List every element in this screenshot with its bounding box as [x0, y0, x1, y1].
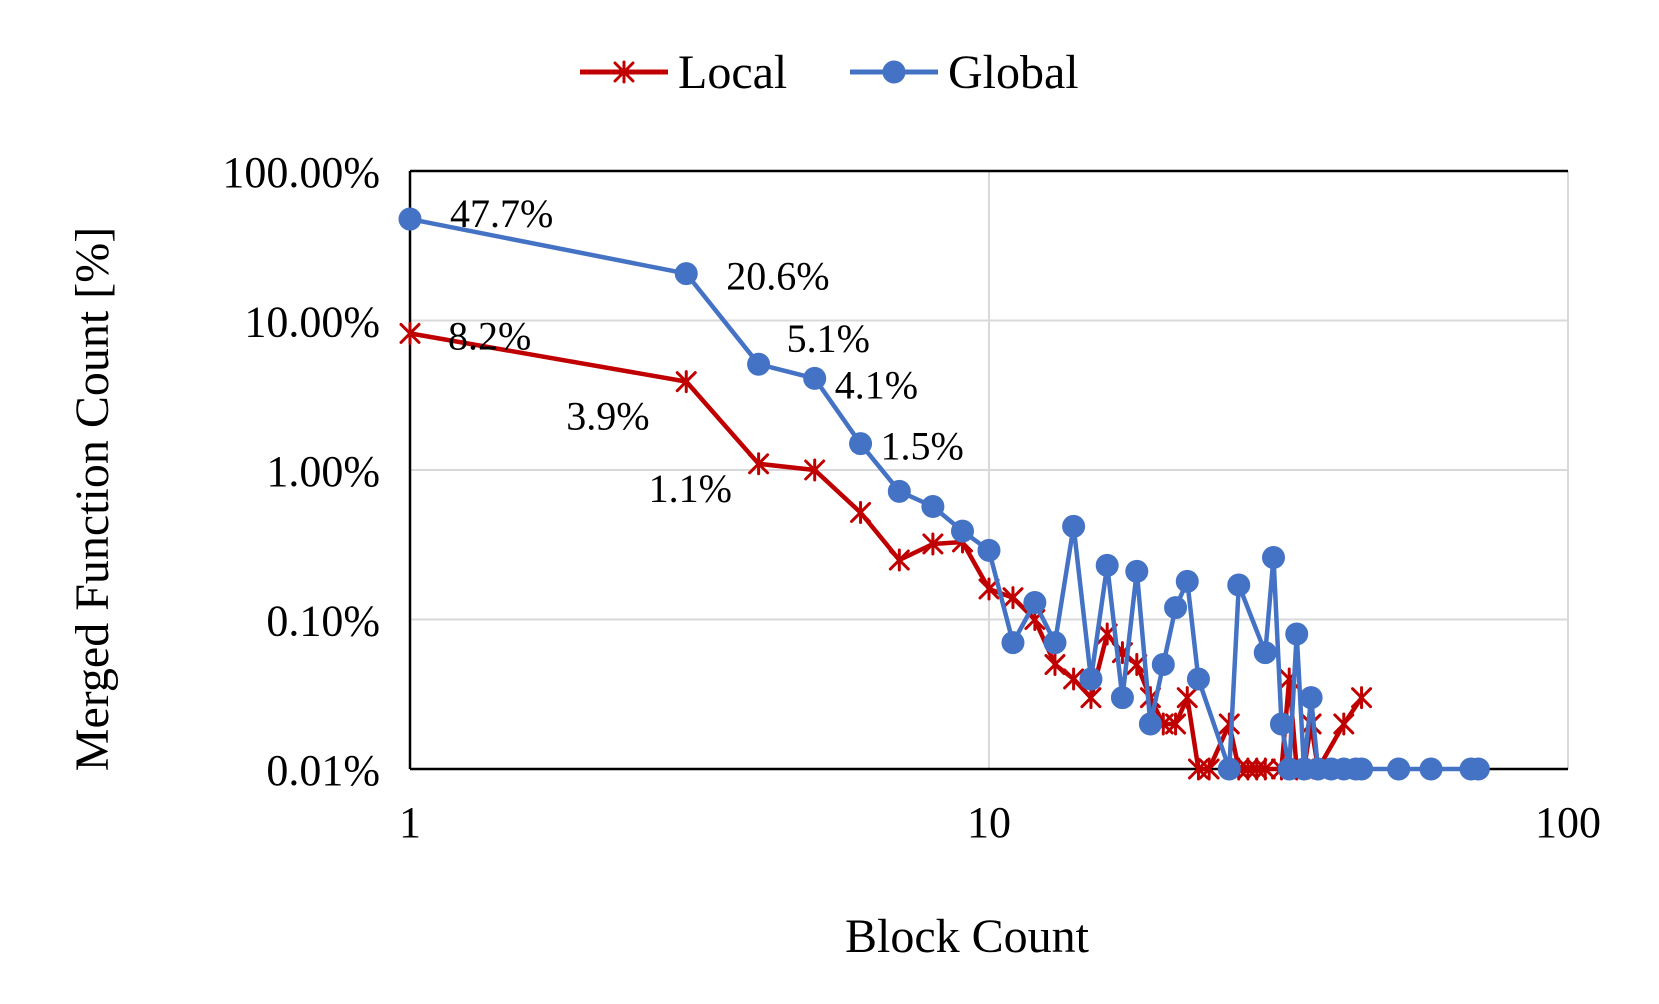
data-point-global	[1110, 686, 1134, 710]
data-label: 47.7%	[450, 191, 553, 236]
y-tick-label: 100.00%	[222, 148, 380, 197]
legend-item-global: Global	[850, 46, 1079, 99]
legend-item-local: Local	[580, 46, 787, 99]
data-point-local	[888, 548, 910, 572]
legend: Local Global	[580, 46, 1079, 99]
data-point-local	[1351, 686, 1373, 710]
series-layer	[398, 207, 1490, 781]
data-point-global	[803, 366, 827, 390]
data-point-local	[1002, 586, 1024, 610]
data-point-local	[1176, 686, 1198, 710]
data-point-global	[674, 262, 698, 286]
legend-label: Local	[678, 46, 787, 99]
data-point-local	[675, 370, 697, 394]
x-tick-label: 10	[967, 798, 1011, 847]
data-point-global	[1466, 757, 1490, 781]
data-point-global	[1001, 631, 1025, 655]
data-point-global	[1023, 590, 1047, 614]
data-point-global	[747, 352, 771, 376]
data-point-local	[1080, 686, 1102, 710]
data-label: 20.6%	[726, 254, 829, 299]
data-point-local	[1333, 712, 1355, 736]
data-point-global	[1285, 622, 1309, 646]
data-point-global	[887, 479, 911, 503]
data-point-global	[1299, 686, 1323, 710]
data-point-global	[1253, 641, 1277, 665]
data-point-global	[1269, 712, 1293, 736]
data-point-local	[978, 577, 1000, 601]
data-point-global	[1175, 569, 1199, 593]
data-point-local	[1044, 653, 1066, 677]
y-tick-label: 1.00%	[266, 447, 380, 496]
data-point-global	[1062, 514, 1086, 538]
data-point-global	[1125, 559, 1149, 583]
y-axis-title: Merged Function Count [%]	[66, 227, 119, 771]
data-label: 1.5%	[881, 424, 964, 469]
data-point-local	[1237, 757, 1259, 781]
series-line-local	[409, 331, 1364, 772]
data-point-local	[1165, 712, 1187, 736]
data-point-global	[1151, 653, 1175, 677]
data-point-local	[1063, 667, 1085, 691]
data-point-global	[951, 519, 975, 543]
data-point-local	[804, 458, 826, 482]
annotation-layer: 47.7% 20.6% 5.1%4.1% 1.5% 8.2% 3.9%1.1%	[448, 191, 964, 511]
data-point-global	[398, 207, 422, 231]
data-label: 8.2%	[448, 313, 531, 358]
data-point-global	[921, 494, 945, 518]
data-point-global	[1227, 573, 1251, 597]
data-point-global	[1261, 545, 1285, 569]
legend-label: Global	[948, 46, 1079, 99]
x-tick-label: 1	[399, 798, 421, 847]
data-label: 4.1%	[835, 362, 918, 407]
x-tick-label: 100	[1535, 798, 1601, 847]
x-axis-title: Block Count	[845, 910, 1090, 963]
data-point-global	[1164, 596, 1188, 620]
data-point-global	[1138, 712, 1162, 736]
data-point-global	[977, 538, 1001, 562]
y-tick-label: 0.10%	[266, 597, 380, 646]
series-global	[398, 207, 1490, 781]
data-point-local	[922, 532, 944, 556]
data-point-global	[1387, 757, 1411, 781]
data-label: 5.1%	[787, 316, 870, 361]
data-point-local	[850, 500, 872, 524]
series-line-global	[409, 216, 1479, 772]
data-point-global	[1186, 667, 1210, 691]
legend-marker	[613, 60, 635, 84]
data-point-global	[849, 432, 873, 456]
data-point-global	[1095, 553, 1119, 577]
data-point-global	[1419, 757, 1443, 781]
data-label: 1.1%	[649, 466, 732, 511]
data-point-local	[1198, 757, 1220, 781]
data-label: 3.9%	[566, 394, 649, 439]
y-tick-label: 0.01%	[266, 746, 380, 795]
axes-layer: 0.01% 0.10% 1.00% 10.00% 100.00% 1 10 100	[222, 148, 1601, 847]
data-point-global	[1043, 631, 1067, 655]
data-point-local	[748, 452, 770, 476]
data-point-global	[1217, 757, 1241, 781]
data-point-local	[399, 321, 421, 345]
data-point-local	[1254, 757, 1276, 781]
data-point-global	[1350, 757, 1374, 781]
y-tick-label: 10.00%	[244, 298, 380, 347]
legend-marker	[882, 60, 906, 84]
data-point-global	[1079, 667, 1103, 691]
grid-layer	[410, 170, 1569, 769]
